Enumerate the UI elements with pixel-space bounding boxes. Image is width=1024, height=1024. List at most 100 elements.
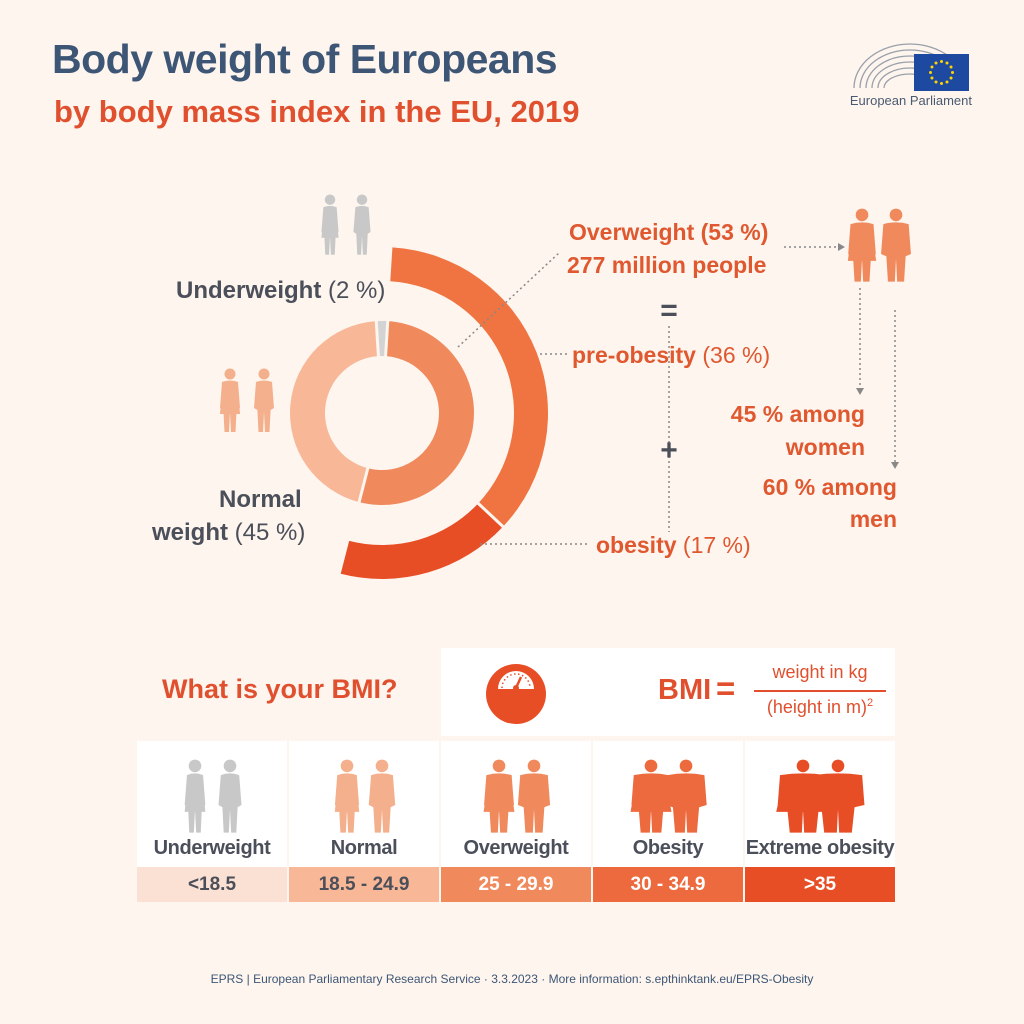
female-figure-icon [184, 759, 206, 833]
normal-weight-line1: Normal [219, 486, 302, 513]
bmi-category-card: Obesity [593, 741, 743, 868]
eu-flag-icon [914, 54, 969, 91]
equals-sign: = [660, 294, 678, 327]
bmi-category-card: Extreme obesity [745, 741, 895, 868]
flag-star-icon [945, 80, 949, 84]
bmi-category-figures-icon [630, 759, 707, 833]
flag-star-icon [934, 80, 938, 84]
bmi-category-figures-icon [334, 759, 396, 833]
bmi-range-badge: <18.5 [137, 867, 287, 902]
flag-star-icon [949, 65, 953, 69]
bmi-range-badge: 30 - 34.9 [593, 867, 743, 902]
bmi-question: What is your BMI? [162, 674, 398, 704]
normal-weight-slice [290, 321, 379, 503]
denominator-exponent: 2 [866, 697, 874, 709]
bmi-category-figures-icon [776, 759, 865, 833]
male-figure-icon [881, 208, 911, 282]
overweight-arrowhead [838, 243, 845, 251]
denominator-text: (height in m) [766, 697, 867, 717]
female-figure-icon [847, 208, 877, 282]
page-title: Body weight of Europeans [52, 36, 558, 82]
flag-star-icon [934, 61, 938, 65]
overweight-label: Overweight (53 %) [569, 219, 768, 245]
bmi-category-label: Extreme obesity [745, 837, 895, 859]
donut-rings [290, 247, 548, 579]
obesity-pct: (17 %) [683, 532, 751, 558]
underweight-label: Underweight [176, 277, 321, 304]
flag-star-icon [945, 61, 949, 65]
bmi-formula-numerator: weight in kg [772, 662, 868, 682]
flag-star-icon [929, 71, 932, 74]
bmi-range-badge: 18.5 - 24.9 [289, 867, 439, 902]
female-figure-icon [334, 759, 360, 833]
overweight-people: 277 million people [567, 252, 766, 278]
men-arrowhead [891, 462, 899, 469]
bmi-formula-label: BMI [658, 674, 712, 706]
overweight-figures-icon [847, 208, 911, 282]
obesity-slice [340, 503, 504, 579]
women-arrowhead [856, 388, 864, 395]
slice-separator [383, 319, 390, 359]
male-figure-icon [368, 759, 396, 833]
slice-separator [374, 319, 381, 359]
normal-weight-line2: weight [151, 519, 228, 546]
svg-text:Underweight (2 %): Underweight (2 %) [176, 277, 385, 304]
male-figure-icon [811, 759, 865, 833]
female-figure-icon [219, 368, 241, 432]
scale-icon [486, 664, 546, 724]
bmi-category-figures-icon [184, 759, 242, 833]
bmi-range-badge: >35 [745, 867, 895, 902]
bmi-donut-chart: Underweight (2 %) Normal weight (45 %) O… [151, 194, 911, 579]
bmi-category-label: Underweight [153, 837, 271, 859]
pre-obesity-slice [390, 247, 548, 527]
plus-sign: + [660, 434, 678, 467]
bmi-fraction-line [754, 690, 886, 692]
male-figure-icon [517, 759, 551, 833]
flag-star-icon [951, 71, 954, 74]
bmi-category-label: Overweight [463, 837, 569, 859]
underweight-pct: (2 %) [328, 277, 385, 304]
female-figure-icon [483, 759, 515, 833]
slice-separator [357, 465, 370, 505]
svg-text:obesity (17 %): obesity (17 %) [596, 532, 751, 558]
overweight-connector [457, 251, 561, 348]
male-figure-icon [254, 368, 274, 432]
page-subtitle: by body mass index in the EU, 2019 [54, 94, 580, 129]
male-figure-icon [353, 194, 371, 255]
men-line2: men [850, 506, 897, 532]
svg-text:pre-obesity (36 %): pre-obesity (36 %) [572, 342, 770, 368]
svg-text:weight (45 %): weight (45 %) [151, 519, 305, 546]
footer-source: EPRS | European Parliamentary Research S… [210, 972, 814, 986]
obesity-label: obesity [596, 532, 677, 558]
flag-star-icon [940, 82, 943, 85]
overweight-slice [359, 321, 474, 505]
bmi-formula-equals: = [716, 670, 736, 707]
european-parliament-logo [853, 43, 969, 91]
male-figure-icon [218, 759, 242, 833]
flag-star-icon [930, 65, 934, 69]
pre-obesity-label: pre-obesity [572, 342, 696, 368]
slice-separator [475, 500, 506, 530]
pre-obesity-pct: (36 %) [702, 342, 770, 368]
female-figure-icon [321, 194, 339, 255]
male-figure-icon [665, 759, 707, 833]
bmi-formula-denominator: (height in m)2 [752, 697, 888, 718]
normal-weight-pct: (45 %) [235, 519, 306, 546]
women-line1: 45 % among [731, 401, 865, 427]
men-line1: 60 % among [763, 474, 897, 500]
female-figure-icon [630, 759, 672, 833]
women-line2: women [785, 434, 865, 460]
bmi-category-card: Underweight [137, 741, 287, 868]
normal-weight-figures-icon [219, 368, 274, 432]
bmi-category-label: Obesity [632, 837, 704, 859]
flag-star-icon [930, 76, 934, 80]
flag-star-icon [940, 60, 943, 63]
logo-text: European Parliament [849, 93, 972, 108]
bmi-category-label: Normal [330, 837, 398, 859]
underweight-figures-icon [321, 194, 371, 255]
bmi-category-card: Normal [289, 741, 439, 868]
bmi-category-card: Overweight [441, 741, 591, 868]
bmi-category-figures-icon [483, 759, 551, 833]
bmi-range-badge: 25 - 29.9 [441, 867, 591, 902]
flag-star-icon [949, 76, 953, 80]
